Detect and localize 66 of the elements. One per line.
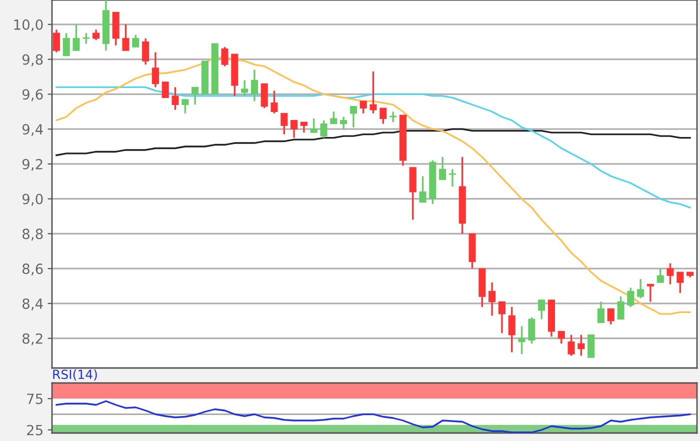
line-series: [56, 128, 691, 156]
candlestick: [72, 24, 80, 52]
y-tick-label: 8,8: [22, 228, 43, 241]
candlestick: [419, 175, 426, 204]
candlestick: [646, 283, 654, 303]
candlestick: [52, 28, 60, 54]
candlestick: [241, 79, 248, 97]
candlestick: [340, 116, 348, 130]
candlestick: [488, 282, 496, 317]
candlestick: [280, 112, 288, 136]
candlestick: [578, 334, 585, 357]
y-tick-label: 8,2: [22, 333, 42, 346]
candlestick: [182, 98, 189, 114]
candlestick: [666, 262, 674, 286]
candlestick: [508, 306, 516, 354]
candlestick: [627, 286, 634, 308]
y-tick-label: 9,6: [22, 89, 43, 102]
y-tick-label: 10,0: [14, 19, 43, 32]
y-tick-label: 8,4: [22, 298, 43, 310]
candlestick: [330, 110, 338, 125]
candlestick: [290, 120, 298, 139]
candlestick: [320, 120, 328, 139]
candlestick: [62, 32, 70, 57]
y-tick-label: 75: [27, 394, 42, 404]
candlestick: [221, 46, 228, 68]
candlestick: [637, 278, 644, 300]
candlestick: [152, 51, 159, 88]
candlestick: [192, 86, 199, 106]
candlestick: [597, 300, 604, 324]
chart-title: RSI(14): [53, 369, 97, 381]
candlestick: [656, 268, 664, 284]
candlestick: [439, 156, 446, 180]
candlestick: [92, 28, 100, 41]
y-tick-label: 8,6: [22, 264, 43, 276]
candlestick: [617, 296, 624, 320]
candlestick: [558, 330, 565, 344]
candlestick: [538, 299, 546, 320]
y-tick-label: 9,2: [22, 158, 42, 171]
line-series: [56, 400, 691, 433]
y-tick-label: 9,8: [22, 54, 43, 66]
candlestick: [380, 107, 387, 125]
candlestick: [250, 68, 258, 102]
candlestick: [300, 121, 308, 134]
candlestick: [122, 24, 130, 52]
y-tick-label: 9,4: [22, 124, 43, 136]
candlestick: [260, 82, 268, 109]
candlestick: [162, 82, 169, 98]
candlestick: [528, 316, 536, 344]
candlestick: [132, 34, 140, 48]
candlestick: [607, 308, 614, 326]
y-tick-label: 25: [27, 424, 42, 436]
candlestick: [370, 70, 377, 114]
candlestick: [142, 38, 150, 66]
candlestick: [676, 271, 684, 294]
candlestick: [498, 300, 506, 334]
candlestick: [270, 90, 278, 114]
candlestick: [448, 168, 456, 188]
candlestick: [588, 334, 595, 358]
candlestick: [518, 325, 526, 355]
candlestick: [568, 334, 575, 357]
candlestick: [360, 100, 367, 114]
candlestick: [350, 106, 357, 128]
y-tick-label: 9,0: [22, 194, 43, 206]
candlestick: [172, 86, 179, 111]
line-series: [56, 86, 691, 208]
candlestick: [310, 118, 318, 134]
